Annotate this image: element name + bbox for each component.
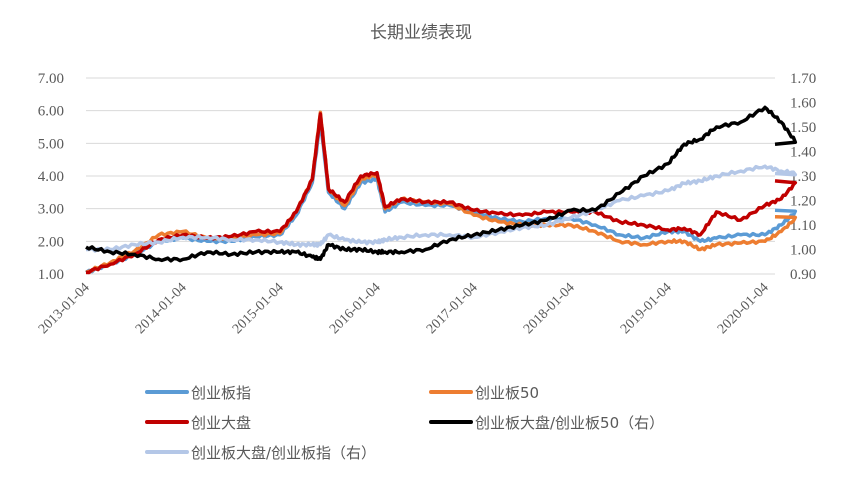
legend-label: 创业板50 [475,383,540,402]
legend-item-chuangyedapan: 创业大盘 [145,410,251,434]
legend-item-chuangyebanzhi: 创业板指 [145,380,251,404]
y-left-tick: 2.00 [38,234,64,250]
line-chart: 1.00 2.00 3.00 4.00 5.00 6.00 7.00 0.90 1.00 1.1… [36,71,816,337]
x-tick: 2017-01-04 [424,280,481,337]
x-tick: 2015-01-04 [230,280,287,337]
x-tick: 2019-01-04 [618,280,675,337]
y-right-tick: 1.20 [790,194,816,210]
y-right-tick: 0.90 [790,267,816,283]
series-line [85,110,798,275]
right-y-axis: 0.90 1.00 1.10 1.20 1.30 1.40 1.50 1.60 1.70 [790,71,816,283]
x-tick: 2018-01-04 [521,280,578,337]
y-right-tick: 1.30 [790,169,816,185]
series-line [85,112,798,275]
legend-swatch [145,450,189,454]
y-left-tick: 6.00 [38,104,64,120]
legend-item-ratio-vs-50: 创业板大盘/创业板50（右） [429,410,664,434]
legend-label: 创业大盘 [191,413,252,432]
y-right-tick: 1.70 [790,71,816,87]
y-left-tick: 5.00 [38,136,64,152]
x-tick: 2020-01-04 [715,280,772,337]
y-right-tick: 1.10 [790,218,816,234]
x-tick: 2016-01-04 [327,280,384,337]
y-left-tick: 3.00 [38,202,64,218]
series-line [85,105,798,263]
legend-label: 创业板指 [191,383,252,402]
legend-swatch [145,390,189,394]
y-left-tick: 1.00 [38,267,64,283]
y-right-tick: 1.00 [790,243,816,259]
left-y-axis: 1.00 2.00 3.00 4.00 5.00 6.00 7.00 [38,71,64,283]
chart-title: 长期业绩表现 [370,23,472,43]
legend-swatch [429,390,473,394]
gridlines [86,77,775,275]
series-lines [85,105,798,275]
legend-item-chuangyeban50: 创业板50 [429,380,539,404]
legend-item-ratio-vs-index: 创业板大盘/创业板指（右） [145,440,376,464]
y-right-tick: 1.50 [790,120,816,136]
legend-swatch [429,420,473,424]
series-line [86,164,798,253]
x-axis: 2013-01-04 2014-01-04 2015-01-04 2016-01-04… [36,280,772,337]
legend-label: 创业板大盘/创业板指（右） [191,443,377,462]
x-tick: 2014-01-04 [133,280,190,337]
legend-swatch [145,420,189,424]
y-right-tick: 1.40 [790,145,816,161]
y-left-tick: 7.00 [38,71,64,87]
y-right-tick: 1.60 [790,96,816,112]
legend-label: 创业板大盘/创业板50（右） [475,413,665,432]
y-left-tick: 4.00 [38,169,64,185]
x-tick: 2013-01-04 [36,280,93,337]
